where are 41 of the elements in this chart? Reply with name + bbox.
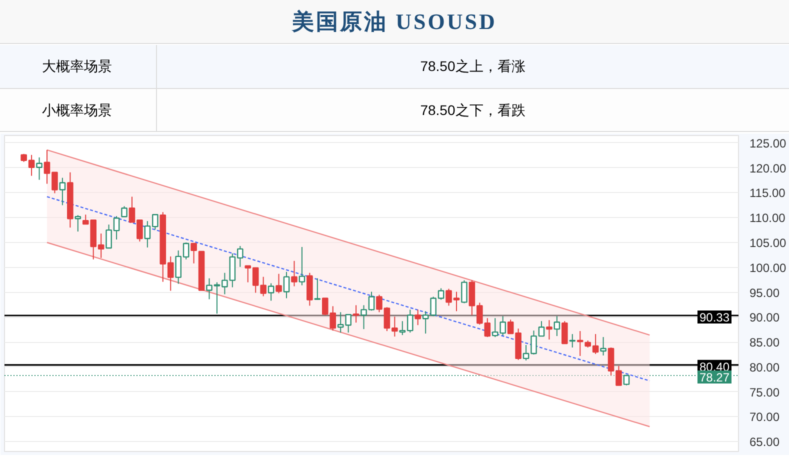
y-tick-label: 75.00 bbox=[750, 385, 780, 400]
candlestick bbox=[306, 272, 313, 306]
candlestick bbox=[298, 246, 306, 286]
candlestick bbox=[190, 242, 197, 264]
text: 78.50之上，看涨 bbox=[156, 45, 789, 88]
candlestick bbox=[291, 260, 298, 287]
y-tick-label: 105.00 bbox=[750, 236, 787, 250]
ref-line-label: 90.33 bbox=[699, 310, 730, 324]
y-tick-label: 110.00 bbox=[750, 211, 786, 226]
chart-title: 美国原油 USOUSD bbox=[0, 0, 789, 44]
y-tick-label: 80.00 bbox=[750, 360, 780, 374]
ref-line-label: 78.27 bbox=[699, 370, 730, 385]
candlestick bbox=[59, 177, 66, 206]
candlestick bbox=[74, 214, 82, 232]
y-tick-label: 125.00 bbox=[750, 136, 787, 150]
y-tick-label: 90.00 bbox=[750, 310, 780, 325]
candlestick bbox=[569, 334, 576, 348]
candlestick bbox=[314, 278, 321, 300]
text: 大概率场景 bbox=[0, 45, 156, 88]
y-tick-label: 70.00 bbox=[750, 410, 780, 424]
candlestick bbox=[36, 156, 42, 180]
candlestick bbox=[554, 316, 560, 337]
y-tick-label: 85.00 bbox=[750, 336, 780, 350]
y-tick-label: 95.00 bbox=[750, 286, 780, 300]
text: 小概率场景 bbox=[0, 88, 156, 131]
y-tick-label: 120.00 bbox=[750, 161, 787, 176]
candlestick bbox=[461, 280, 468, 304]
candlestick bbox=[276, 273, 282, 294]
candlestick bbox=[283, 271, 290, 299]
y-tick-label: 100.00 bbox=[750, 260, 787, 275]
candlestick bbox=[576, 330, 584, 356]
candlestick bbox=[546, 320, 552, 340]
candlestick bbox=[600, 336, 606, 356]
text: 78.50之下，看跌 bbox=[156, 88, 789, 131]
candlestick bbox=[121, 206, 128, 218]
candlestick bbox=[414, 309, 422, 326]
candlestick bbox=[562, 320, 568, 345]
y-tick-label: 115.00 bbox=[750, 186, 786, 200]
candlestick bbox=[268, 282, 274, 302]
y-tick-label: 65.00 bbox=[750, 435, 780, 450]
candlestick bbox=[352, 304, 360, 324]
